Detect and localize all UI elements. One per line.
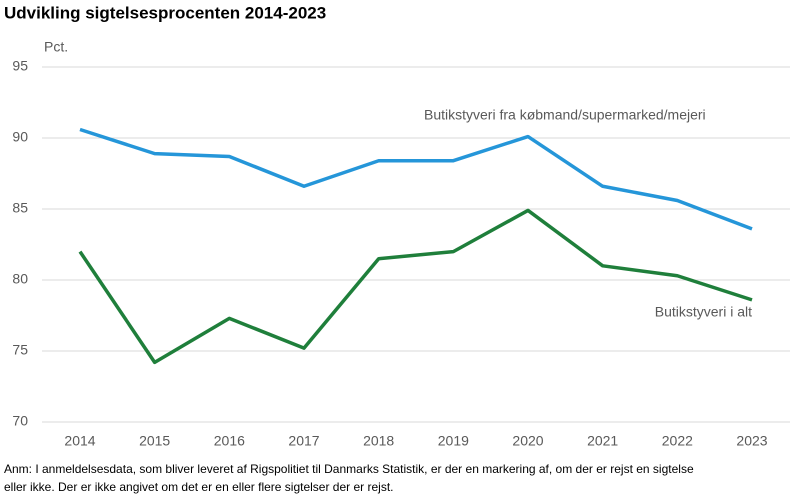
x-tick-label: 2022 — [662, 433, 693, 449]
x-tick-label: 2019 — [438, 433, 469, 449]
x-tick-label: 2023 — [736, 433, 767, 449]
y-tick-label: 80 — [12, 271, 28, 287]
x-tick-label: 2016 — [214, 433, 245, 449]
x-tick-label: 2017 — [288, 433, 319, 449]
x-tick-label: 2014 — [64, 433, 95, 449]
series-line — [78, 208, 753, 365]
x-tick-label: 2020 — [512, 433, 543, 449]
y-tick-label: 75 — [12, 342, 28, 358]
y-tick-label: 95 — [12, 58, 28, 74]
note: Anm: I anmeldelsesdata, som bliver lever… — [4, 462, 694, 476]
x-tick-label: 2015 — [139, 433, 170, 449]
x-tick-label: 2018 — [363, 433, 394, 449]
chart-title: Udvikling sigtelsesprocenten 2014-2023 — [4, 3, 326, 22]
note: eller ikke. Der er ikke angivet om det e… — [4, 480, 394, 494]
series-label: Butikstyveri fra købmand/supermarked/mej… — [424, 107, 706, 123]
series-line — [79, 127, 753, 231]
x-tick-label: 2021 — [587, 433, 618, 449]
series-label: Butikstyveri i alt — [655, 304, 752, 320]
y-tick-label: 70 — [12, 413, 28, 429]
y-tick-label: 90 — [12, 129, 28, 145]
y-tick-label: 85 — [12, 200, 28, 216]
y-axis-label: Pct. — [44, 39, 68, 55]
